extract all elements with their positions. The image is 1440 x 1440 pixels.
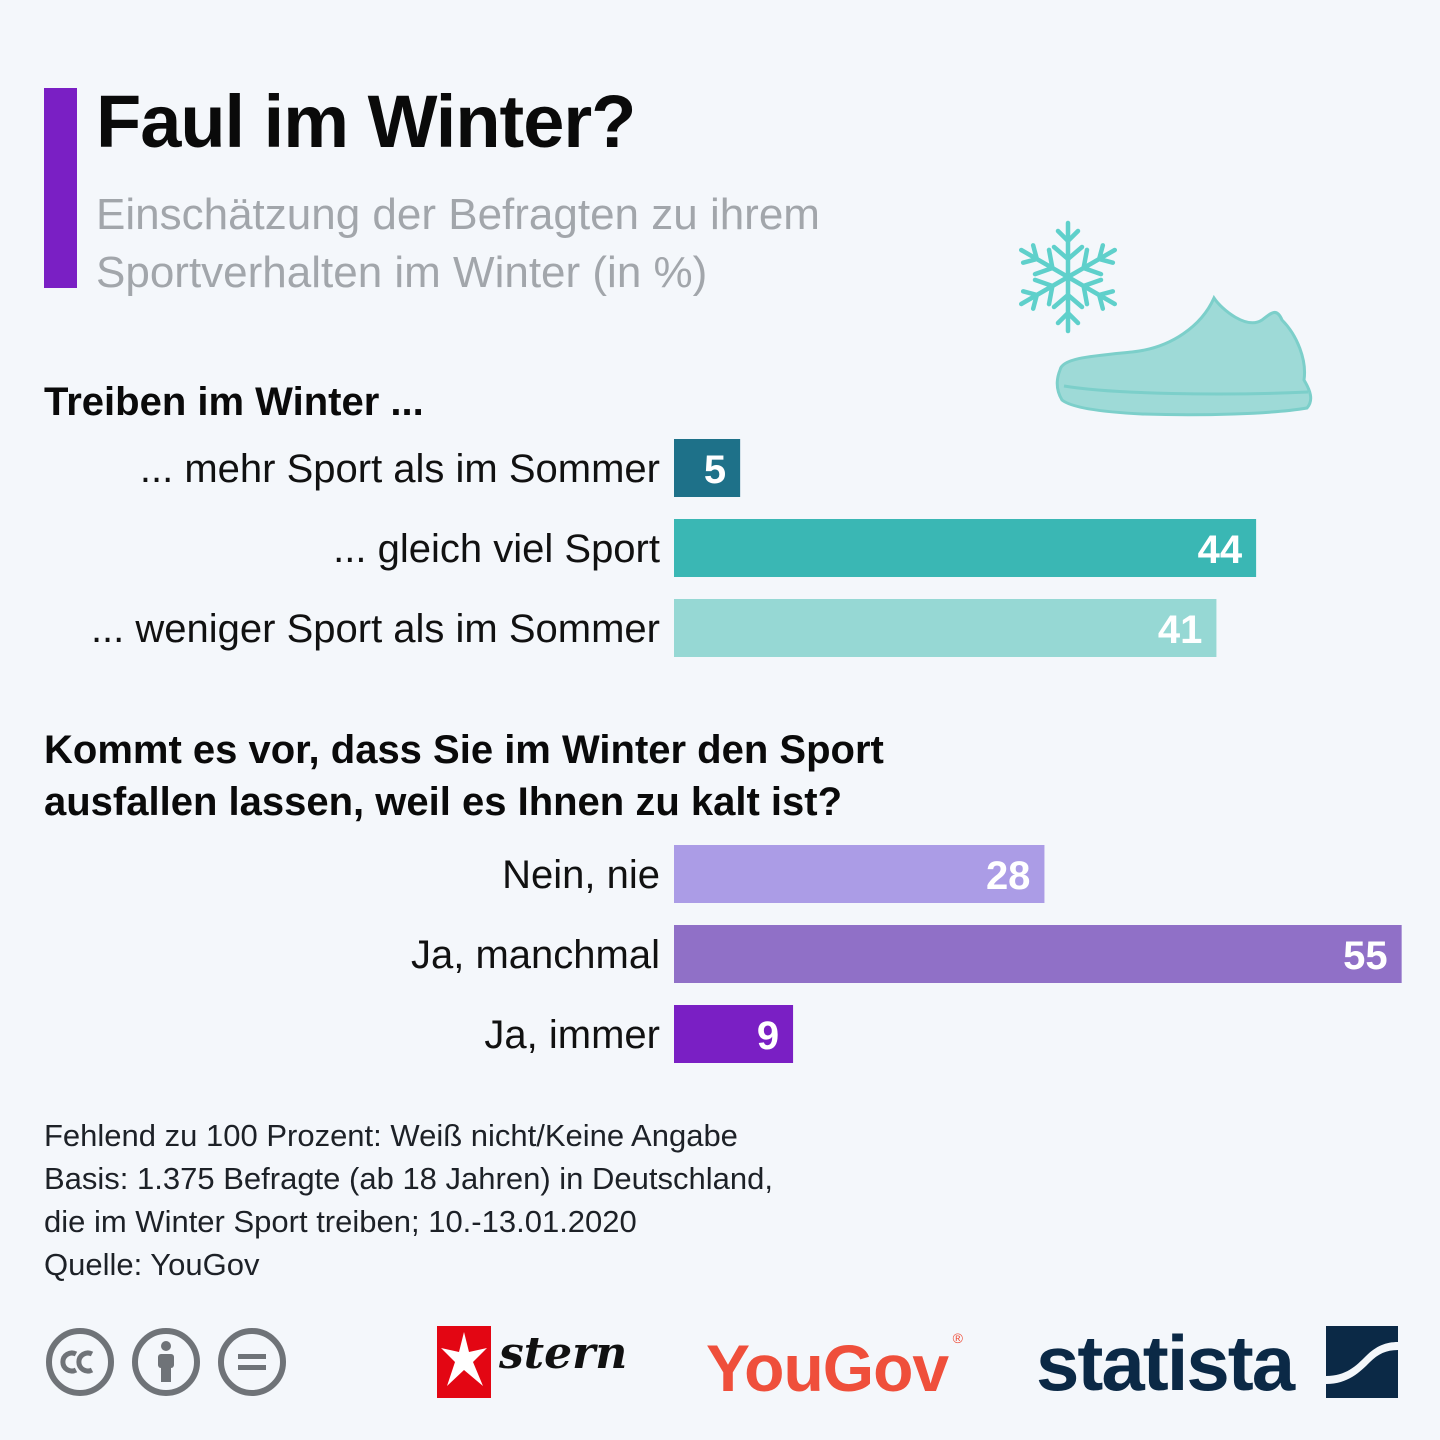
yougov-wordmark: YouGov	[706, 1331, 949, 1405]
category-label: ... weniger Sport als im Sommer	[91, 607, 660, 651]
bar-1-0	[674, 845, 1045, 903]
data-label: 5	[704, 448, 726, 492]
bar-0-0	[674, 439, 741, 497]
footer-note: Basis: 1.375 Befragte (ab 18 Jahren) in …	[44, 1161, 773, 1196]
bar-1-2	[674, 1005, 794, 1063]
yougov-logo: YouGov ®	[706, 1330, 963, 1406]
footer-note: die im Winter Sport treiben; 10.-13.01.2…	[44, 1204, 637, 1239]
data-label: 44	[1198, 528, 1243, 572]
stern-wordmark: stern	[499, 1328, 628, 1379]
cc-icon[interactable]	[44, 1326, 116, 1398]
bar-0-1	[674, 519, 1257, 577]
statista-logo: statista	[1036, 1318, 1295, 1409]
category-label: Nein, nie	[502, 853, 660, 897]
nd-icon[interactable]	[216, 1326, 288, 1398]
bar-charts: ... mehr Sport als im Sommer 5 ... gleich …	[91, 439, 1402, 1063]
sneaker-icon	[1055, 294, 1313, 417]
footer-note: Fehlend zu 100 Prozent: Weiß nicht/Keine…	[44, 1118, 738, 1153]
yougov-registered-mark: ®	[952, 1330, 963, 1346]
page-title: Faul im Winter?	[96, 80, 636, 163]
bar-1-1	[674, 925, 1402, 983]
stern-logo: stern	[437, 1326, 647, 1402]
statista-wordmark: statista	[1036, 1319, 1295, 1407]
data-label: 55	[1343, 934, 1388, 978]
category-label: ... mehr Sport als im Sommer	[140, 447, 660, 491]
stern-star-icon	[437, 1326, 491, 1398]
footer-notes: Fehlend zu 100 Prozent: Weiß nicht/Keine…	[44, 1114, 773, 1286]
category-label: Ja, manchmal	[411, 933, 660, 977]
data-label: 9	[757, 1014, 779, 1058]
category-label: Ja, immer	[484, 1013, 660, 1057]
by-icon[interactable]	[130, 1326, 202, 1398]
data-label: 41	[1158, 608, 1203, 652]
category-label: ... gleich viel Sport	[333, 527, 660, 571]
page-subtitle: Einschätzung der Befragten zu ihrem Spor…	[96, 190, 820, 297]
bar-0-2	[674, 599, 1217, 657]
section-title-treiben: Treiben im Winter ...	[44, 380, 424, 424]
license-icons	[44, 1326, 288, 1398]
snowflake-icon	[1018, 220, 1118, 334]
data-label: 28	[986, 854, 1031, 898]
footer-note: Quelle: YouGov	[44, 1247, 260, 1282]
title-accent-bar	[44, 88, 77, 288]
statista-mark-icon	[1326, 1326, 1398, 1398]
section-title-ausfallen: Kommt es vor, dass Sie im Winter den Spo…	[44, 728, 884, 824]
